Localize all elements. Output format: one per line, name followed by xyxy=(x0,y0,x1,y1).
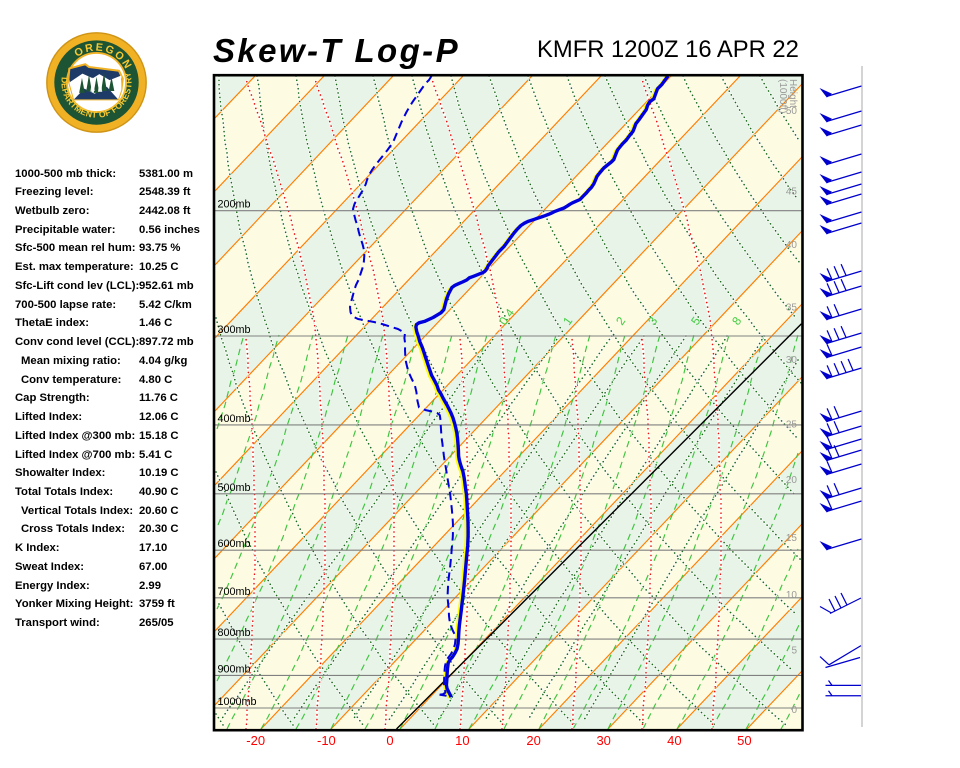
svg-text:0: 0 xyxy=(791,705,797,716)
svg-text:800mb: 800mb xyxy=(218,627,251,639)
svg-text:Height: Height xyxy=(787,79,798,108)
svg-text:25: 25 xyxy=(786,420,798,431)
svg-text:30: 30 xyxy=(596,733,610,748)
svg-text:20: 20 xyxy=(526,733,540,748)
svg-text:1000mb: 1000mb xyxy=(218,696,257,708)
svg-text:50: 50 xyxy=(786,106,798,117)
svg-text:400mb: 400mb xyxy=(218,413,251,425)
svg-text:-20: -20 xyxy=(246,733,265,748)
svg-text:0: 0 xyxy=(386,733,393,748)
svg-text:600mb: 600mb xyxy=(218,538,251,550)
svg-text:(1000ft): (1000ft) xyxy=(777,79,788,113)
svg-text:5: 5 xyxy=(791,645,797,656)
svg-text:300mb: 300mb xyxy=(218,324,251,336)
svg-text:20: 20 xyxy=(786,475,798,486)
svg-text:40: 40 xyxy=(786,240,798,251)
svg-text:45: 45 xyxy=(786,186,798,197)
svg-text:-10: -10 xyxy=(317,733,336,748)
svg-text:15: 15 xyxy=(786,533,798,544)
svg-text:700mb: 700mb xyxy=(218,586,251,598)
svg-text:10: 10 xyxy=(455,733,469,748)
svg-text:40: 40 xyxy=(667,733,681,748)
svg-text:30: 30 xyxy=(786,355,798,366)
svg-text:50: 50 xyxy=(737,733,751,748)
svg-text:10: 10 xyxy=(786,590,798,601)
svg-text:500mb: 500mb xyxy=(218,482,251,494)
svg-text:200mb: 200mb xyxy=(218,199,251,211)
svg-text:35: 35 xyxy=(786,303,798,314)
svg-text:900mb: 900mb xyxy=(218,663,251,675)
